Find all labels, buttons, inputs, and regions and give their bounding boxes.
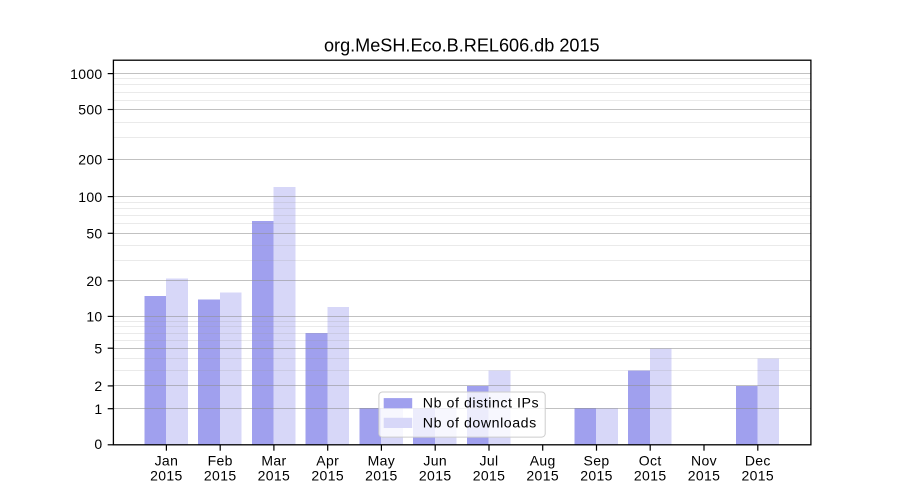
svg-text:May: May [368,453,396,469]
svg-text:Feb: Feb [208,453,233,469]
svg-text:200: 200 [78,152,102,168]
svg-text:Jun: Jun [423,453,447,469]
svg-text:Aug: Aug [530,453,556,469]
svg-text:1000: 1000 [70,66,102,82]
svg-text:Jan: Jan [155,453,179,469]
svg-text:Nb of distinct IPs: Nb of distinct IPs [423,395,539,411]
svg-text:10: 10 [86,309,102,325]
svg-text:20: 20 [86,273,102,289]
svg-text:Sep: Sep [584,453,610,469]
svg-text:Dec: Dec [745,453,771,469]
svg-text:2015: 2015 [311,467,344,483]
svg-text:Apr: Apr [316,453,339,469]
svg-text:2015: 2015 [526,467,559,483]
svg-text:Nov: Nov [691,453,717,469]
svg-text:2015: 2015 [473,467,506,483]
svg-text:0: 0 [94,436,102,452]
svg-text:100: 100 [78,189,102,205]
svg-text:Nb of downloads: Nb of downloads [423,415,537,431]
svg-text:5: 5 [94,340,102,356]
svg-text:2015: 2015 [365,467,398,483]
svg-text:2015: 2015 [580,467,613,483]
svg-text:2015: 2015 [204,467,237,483]
svg-text:Mar: Mar [261,453,286,469]
svg-text:2: 2 [94,378,102,394]
svg-text:2015: 2015 [258,467,291,483]
svg-text:50: 50 [86,226,102,242]
svg-text:2015: 2015 [688,467,721,483]
svg-text:org.MeSH.Eco.B.REL606.db 2015: org.MeSH.Eco.B.REL606.db 2015 [324,35,600,55]
svg-text:1: 1 [94,401,102,417]
svg-text:Oct: Oct [639,453,662,469]
svg-text:Jul: Jul [480,453,499,469]
svg-text:2015: 2015 [150,467,183,483]
svg-text:2015: 2015 [634,467,667,483]
svg-text:2015: 2015 [742,467,775,483]
svg-text:2015: 2015 [419,467,452,483]
svg-text:500: 500 [78,102,102,118]
